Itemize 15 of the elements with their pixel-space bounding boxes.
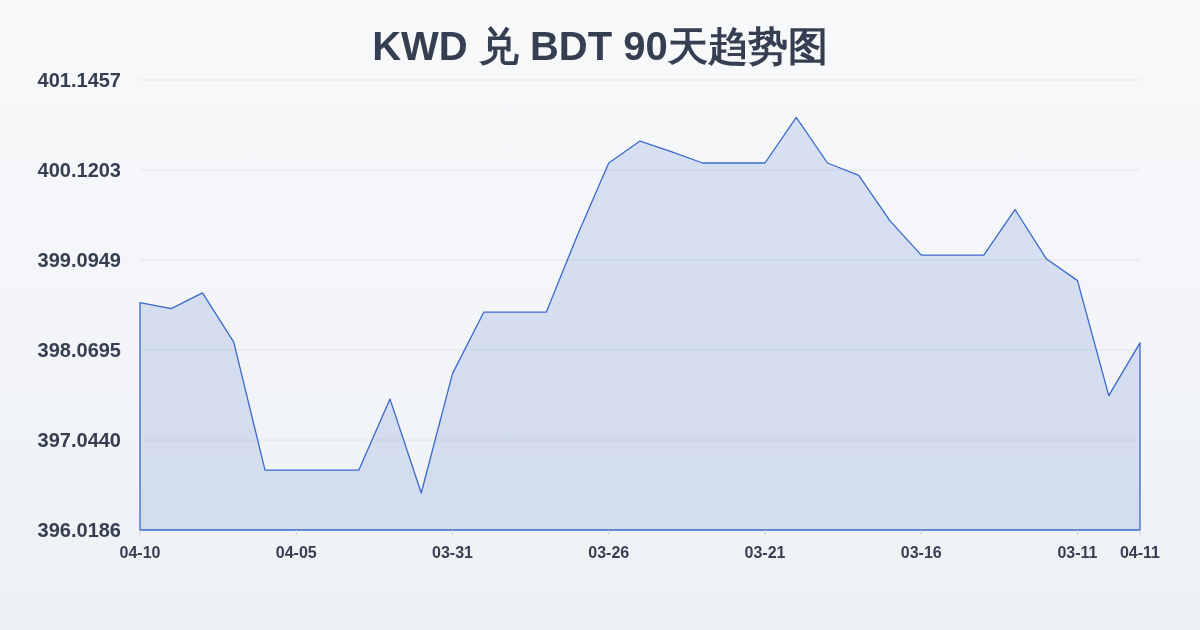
x-tick-label: 04-11 [1119, 544, 1161, 561]
y-tick-label: 396.0186 [37, 519, 121, 541]
x-tick-label: 03-16 [900, 544, 942, 561]
x-tick-label: 03-26 [588, 544, 630, 561]
x-tick-label: 04-10 [119, 544, 161, 561]
y-tick-label: 397.0440 [37, 429, 121, 451]
x-tick-label: 03-21 [744, 544, 786, 561]
x-tick-label: 04-05 [275, 544, 317, 561]
y-tick-label: 400.1203 [37, 159, 121, 181]
y-tick-label: 398.0695 [37, 338, 121, 361]
x-tick-label: 03-31 [432, 544, 474, 561]
y-tick-label: 399.0949 [37, 249, 121, 271]
x-tick-label: 03-11 [1057, 544, 1098, 561]
chart-title: KWD 兑 BDT 90天趋势图 [372, 24, 828, 68]
y-tick-label: 401.1457 [37, 69, 121, 91]
